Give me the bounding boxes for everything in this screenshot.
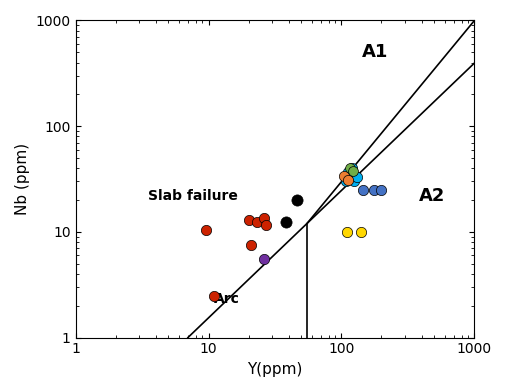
Point: [260, 215, 268, 221]
Point: [348, 165, 356, 171]
Text: A1: A1: [362, 44, 388, 61]
Text: Slab failure: Slab failure: [148, 189, 238, 203]
Point: [244, 217, 252, 223]
Point: [293, 197, 301, 203]
X-axis label: Y(ppm): Y(ppm): [247, 362, 303, 377]
Point: [350, 178, 358, 185]
Point: [377, 187, 385, 193]
Point: [346, 165, 354, 171]
Point: [359, 187, 367, 193]
Point: [340, 172, 348, 179]
Point: [343, 229, 351, 235]
Point: [352, 174, 360, 180]
Point: [344, 177, 352, 183]
Point: [349, 167, 357, 174]
Point: [210, 292, 218, 299]
Point: [252, 218, 261, 225]
Point: [247, 242, 256, 248]
Point: [262, 222, 270, 229]
Text: A2: A2: [419, 187, 445, 205]
Text: Arc: Arc: [214, 292, 240, 307]
Y-axis label: Nb (ppm): Nb (ppm): [15, 143, 30, 215]
Point: [370, 187, 378, 193]
Point: [342, 178, 350, 185]
Point: [281, 218, 289, 225]
Point: [347, 174, 355, 180]
Point: [357, 229, 365, 235]
Point: [201, 227, 209, 233]
Point: [260, 256, 268, 263]
Point: [344, 169, 352, 175]
